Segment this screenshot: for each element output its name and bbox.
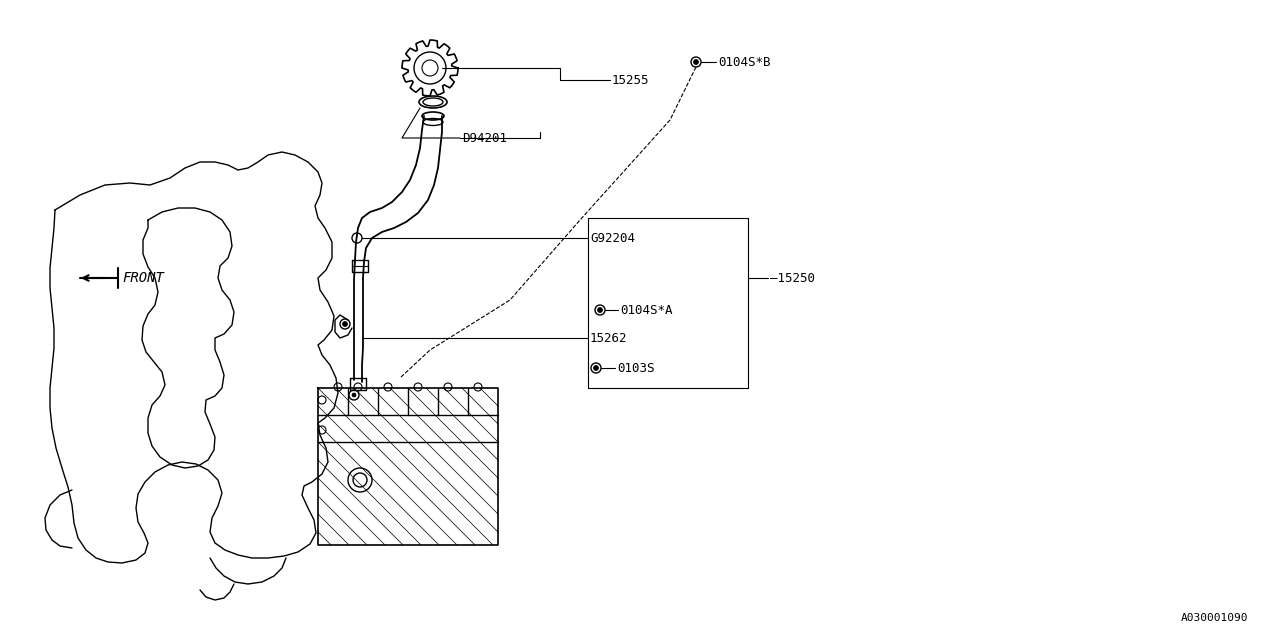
Text: FRONT: FRONT [122,271,164,285]
Circle shape [343,321,347,326]
Circle shape [694,60,699,65]
Text: 15255: 15255 [612,74,649,86]
Text: 0104S*B: 0104S*B [718,56,771,68]
Text: 0104S*A: 0104S*A [620,303,672,317]
Text: —15250: —15250 [771,271,815,285]
Circle shape [594,365,599,371]
Circle shape [598,307,603,312]
Text: D94201: D94201 [462,131,507,145]
Text: 15262: 15262 [590,332,627,344]
Text: A030001090: A030001090 [1181,613,1249,623]
Text: 0103S: 0103S [617,362,654,374]
Text: G92204: G92204 [590,232,635,244]
Circle shape [352,393,356,397]
